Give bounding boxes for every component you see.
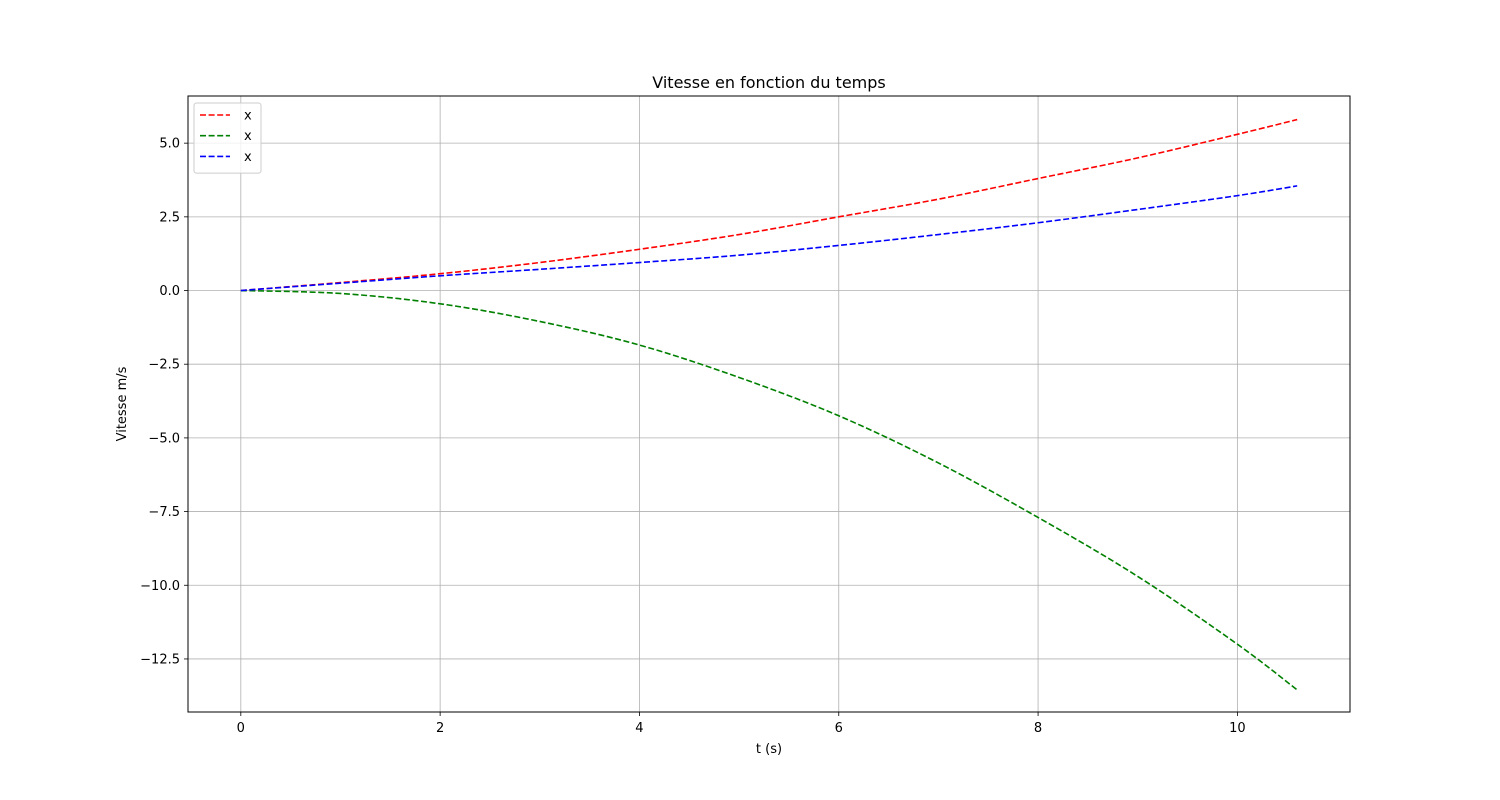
y-tick-label: −2.5 [148, 358, 180, 373]
x-axis-ticks: 0 2 4 6 8 10 [237, 712, 1246, 736]
series-line-2 [240, 289, 1298, 691]
legend: xxx [193, 102, 262, 174]
x-tick-label: 2 [436, 721, 444, 736]
x-tick-label: 4 [635, 721, 643, 736]
x-tick-label: 10 [1229, 721, 1246, 736]
y-tick-label: −12.5 [140, 652, 180, 667]
y-tick-label: −7.5 [148, 505, 180, 520]
legend-label: x [244, 109, 252, 124]
x-tick-label: 8 [1034, 721, 1042, 736]
plot-frame [187, 95, 1351, 713]
y-axis-ticks: −12.5 −10.0 −7.5 −5.0 −2.5 0.0 2.5 5.0 [140, 137, 188, 667]
series-line-3 [240, 185, 1298, 292]
grid-lines [188, 96, 1350, 712]
y-axis-label: Vitesse m/s [115, 366, 130, 441]
chart-title: Vitesse en fonction du temps [652, 73, 886, 92]
series-line-1 [240, 118, 1298, 292]
y-tick-label: −5.0 [148, 431, 180, 446]
x-tick-label: 6 [835, 721, 843, 736]
series-lines [240, 118, 1298, 691]
x-axis-label: t (s) [756, 742, 782, 757]
y-tick-label: 5.0 [159, 137, 180, 152]
plot-area [188, 96, 1350, 712]
legend-label: x [244, 129, 252, 144]
legend-label: x [244, 150, 252, 165]
y-tick-label: 0.0 [159, 284, 180, 299]
legend-box [193, 102, 262, 174]
y-tick-label: 2.5 [159, 210, 180, 225]
y-tick-label: −10.0 [140, 579, 180, 594]
x-tick-label: 0 [237, 721, 245, 736]
